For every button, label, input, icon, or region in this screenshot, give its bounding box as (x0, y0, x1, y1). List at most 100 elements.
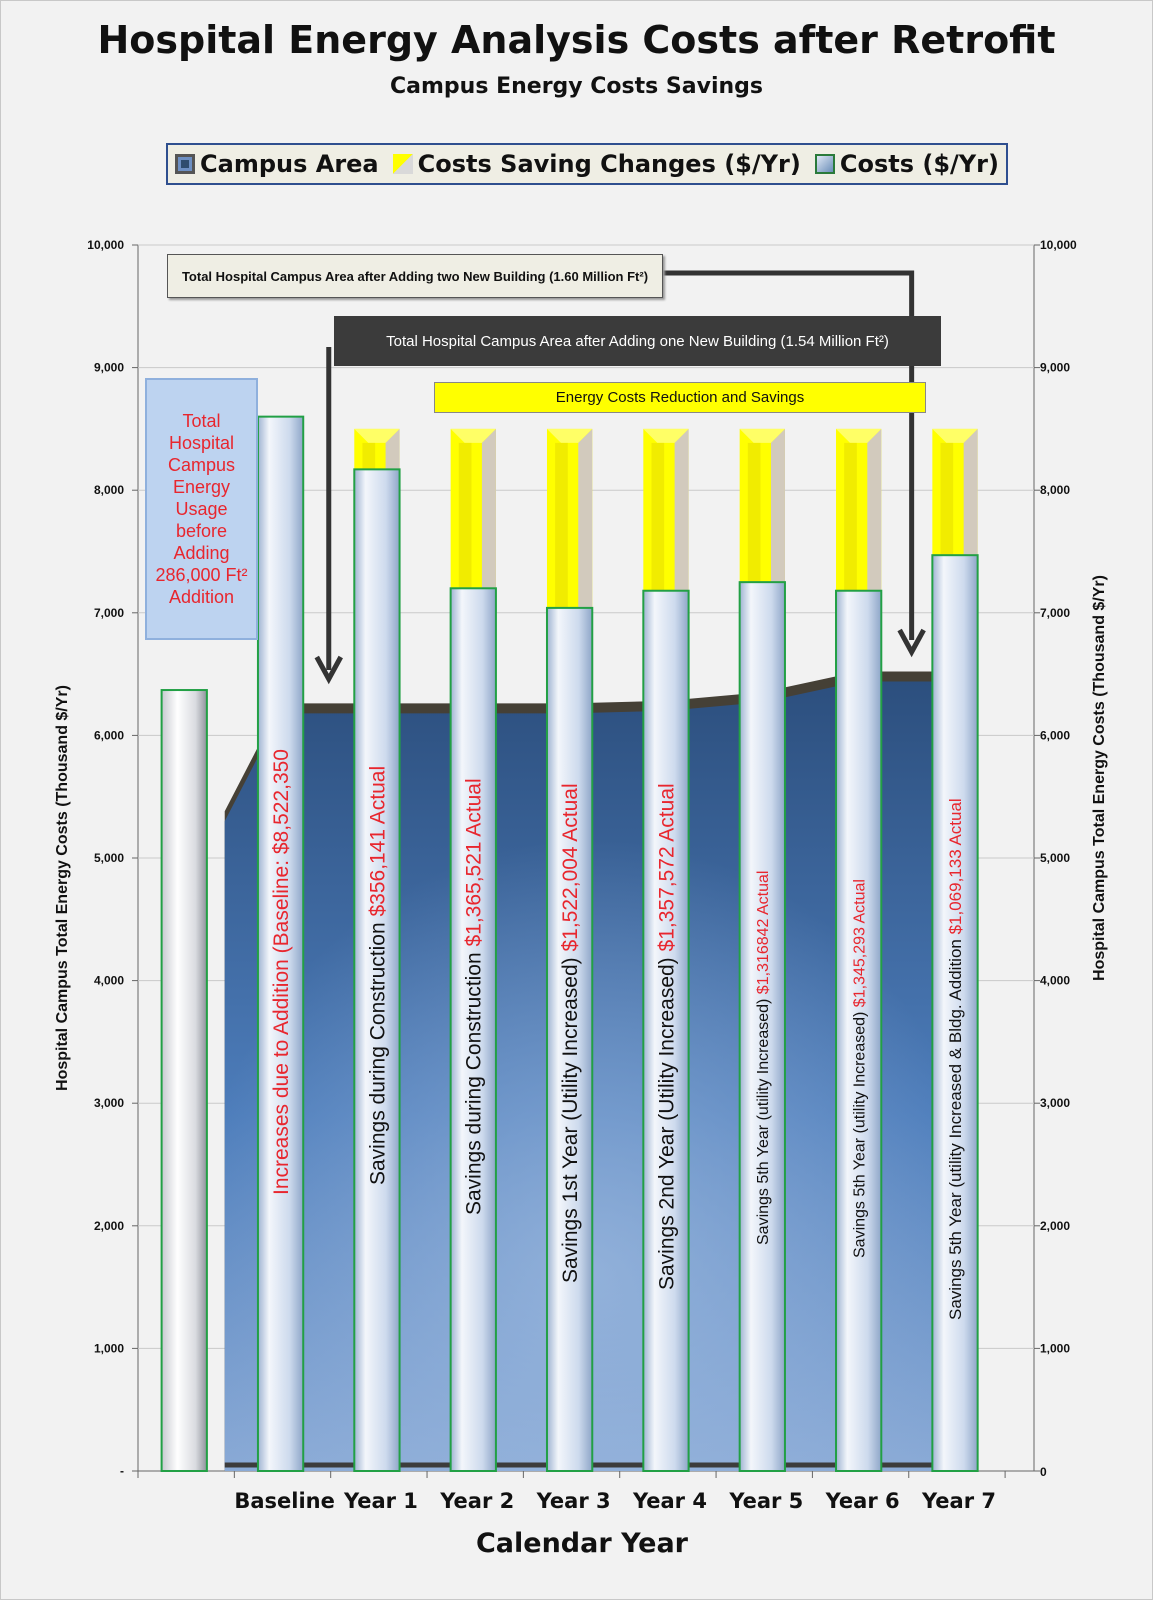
cost-bar (160, 689, 208, 1472)
bar-label-red-text: $1,069,133 Actual (946, 798, 965, 934)
bar-label-red-text: $1,522,004 Actual (559, 783, 582, 951)
x-tick-label: Year 5 (728, 1489, 803, 1513)
y-tick-label-right: 3,000 (1040, 1096, 1070, 1110)
bar-label-red-text: $1,357,572 Actual (655, 783, 678, 951)
arrow-two-buildings-head (897, 628, 926, 658)
legend-item-area: Campus Area (175, 150, 379, 178)
legend-item-costs: Costs ($/Yr) (814, 150, 999, 178)
x-tick-label: Year 6 (825, 1489, 900, 1513)
x-tick-label: Year 3 (536, 1489, 611, 1513)
chart-subtitle: Campus Energy Costs Savings (390, 74, 763, 99)
legend-label-area: Campus Area (200, 150, 379, 178)
legend-swatch-area-icon (175, 154, 196, 174)
arrow-one-building-head (314, 655, 343, 685)
legend-swatch-savings-icon (392, 154, 413, 174)
y-tick-label: 6,000 (94, 728, 124, 742)
y-tick-label-right: 7,000 (1040, 606, 1070, 620)
cost-bar (642, 589, 690, 1472)
savings-bar-shade (362, 442, 376, 470)
bar-label-dark-text: Savings during Construction (366, 917, 389, 1185)
savings-bar-side (963, 428, 978, 556)
bar-label: Increases due to Addition (Baseline: $8,… (270, 749, 293, 1195)
savings-bar-side (867, 428, 882, 591)
y-tick-label: 1,000 (94, 1341, 124, 1355)
x-axis-title: Calendar Year (476, 1528, 689, 1559)
bar-label-dark-text: Savings 5th Year (utility Increased) (755, 994, 772, 1245)
y-tick-label-right: 5,000 (1040, 851, 1070, 865)
savings-bar-top (836, 428, 882, 443)
y-tick-label: 4,000 (94, 974, 124, 988)
bar-label-red-text: $1,316842 Actual (755, 871, 772, 995)
cost-bar (449, 587, 497, 1472)
annotation-before-addition: Total Hospital Campus Energy Usage befor… (145, 378, 258, 640)
bar-label-red-text: Increases due to Addition (Baseline: $8,… (270, 749, 293, 1195)
savings-bar-shade (458, 442, 472, 589)
x-tick-label: Year 1 (343, 1489, 418, 1513)
savings-bar-top (450, 428, 496, 443)
y-tick-label: 3,000 (94, 1096, 124, 1110)
x-tick-label: Year 2 (439, 1489, 514, 1513)
cost-bar (545, 606, 594, 1472)
y-tick-label-right: 6,000 (1040, 728, 1070, 742)
bar-label: Savings 5th Year (utility Increased) $1,… (851, 879, 868, 1258)
y-tick-label-right: 4,000 (1040, 974, 1070, 988)
bar-label: Savings during Construction $1,365,521 A… (463, 778, 486, 1215)
y-tick-label-right: 2,000 (1040, 1219, 1070, 1233)
y-tick-label: 5,000 (94, 851, 124, 865)
savings-bar-shade (747, 442, 761, 583)
annotation-two-buildings: Total Hospital Campus Area after Adding … (167, 254, 663, 298)
y-tick-label: - (120, 1464, 124, 1478)
y-axis-title: Hospital Campus Total Energy Costs (Thou… (54, 685, 71, 1091)
savings-bar-shade (940, 442, 954, 556)
y-tick-label: 10,000 (87, 238, 124, 252)
savings-bar-top (932, 428, 978, 443)
y-tick-label-right: 9,000 (1040, 361, 1070, 375)
cost-bar (738, 581, 786, 1472)
y-tick-label-right: 0 (1040, 1465, 1047, 1479)
legend: Campus Area Costs Saving Changes ($/Yr) … (166, 143, 1008, 185)
bar-label-dark-text: Savings 2nd Year (Utility Increased) (655, 951, 678, 1290)
bar-label: Savings 1st Year (Utility Increased) $1,… (559, 783, 582, 1283)
y-tick-label: 2,000 (94, 1219, 124, 1233)
x-tick-label: Year 4 (632, 1489, 707, 1513)
bar-label-dark-text: Savings 5th Year (utility Increased & Bl… (946, 934, 965, 1320)
savings-bar-side (674, 428, 689, 591)
arrow-two-buildings (663, 270, 915, 640)
savings-bar-side (481, 428, 496, 589)
cost-bar (931, 554, 979, 1472)
savings-bar-shade (651, 442, 665, 591)
cost-bar (256, 415, 305, 1472)
savings-bar-side (385, 428, 400, 470)
cost-bar (835, 589, 883, 1472)
y-tick-label: 7,000 (94, 606, 124, 620)
y-tick-label: 8,000 (94, 483, 124, 497)
savings-bar-shade (555, 442, 568, 608)
savings-bar-top (739, 428, 785, 443)
legend-label-savings: Costs Saving Changes ($/Yr) (417, 150, 801, 178)
bar-label-dark-text: Savings during Construction (463, 947, 486, 1215)
bar-label-red-text: $1,345,293 Actual (851, 879, 868, 1007)
bar-label-red-text: $1,365,521 Actual (463, 778, 486, 946)
annotation-one-building: Total Hospital Campus Area after Adding … (334, 316, 941, 366)
bar-label: Savings 5th Year (utility Increased) $1,… (755, 871, 772, 1245)
y-tick-label: 9,000 (94, 361, 124, 375)
bar-label-red-text: $356,141 Actual (366, 766, 389, 917)
savings-bar-side (770, 428, 785, 583)
y-axis-title-right: Hospital Campus Total Energy Costs (Thou… (1091, 575, 1108, 981)
x-tick-label: Year 7 (921, 1489, 996, 1513)
savings-bar-shade (844, 442, 857, 591)
cost-bar (353, 468, 401, 1473)
savings-bar-side (578, 428, 593, 608)
legend-swatch-costs-icon (814, 154, 835, 174)
bar-label: Savings 5th Year (utility Increased & Bl… (946, 798, 965, 1320)
bar-label: Savings 2nd Year (Utility Increased) $1,… (655, 783, 678, 1290)
y-tick-label-right: 8,000 (1040, 483, 1070, 497)
bar-label-dark-text: Savings 5th Year (utility Increased) (851, 1007, 868, 1258)
savings-bar-top (643, 428, 689, 443)
bar-label-dark-text: Savings 1st Year (Utility Increased) (559, 952, 582, 1284)
y-tick-label-right: 1,000 (1040, 1341, 1070, 1355)
legend-item-savings: Costs Saving Changes ($/Yr) (392, 150, 801, 178)
savings-bar-top (546, 428, 593, 443)
annotation-cost-reduction: Energy Costs Reduction and Savings (434, 382, 926, 413)
